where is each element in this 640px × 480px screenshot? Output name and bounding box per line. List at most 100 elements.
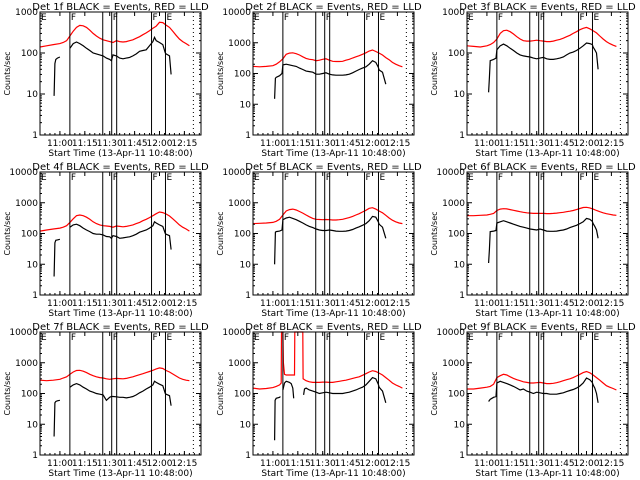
y-tick-label: 10 bbox=[240, 420, 252, 430]
y-tick-label: 10000 bbox=[222, 8, 251, 18]
y-tick-label: 1 bbox=[459, 451, 465, 461]
y-tick-label: 10 bbox=[454, 260, 466, 270]
y-tick-label: 100 bbox=[21, 49, 38, 59]
marker-e: E bbox=[468, 13, 474, 23]
series-lld bbox=[39, 367, 190, 382]
panel-title: Det 7f BLACK = Events, RED = LLD bbox=[32, 322, 209, 333]
x-tick-label: 11:15 bbox=[285, 139, 311, 149]
y-tick-label: 100 bbox=[448, 390, 465, 400]
panel-title: Det 1f BLACK = Events, RED = LLD bbox=[32, 2, 209, 13]
y-tick-label: 1 bbox=[32, 451, 38, 461]
y-tick-label: 10 bbox=[454, 420, 466, 430]
y-tick-label: 1000 bbox=[228, 359, 251, 369]
x-tick-label: 11:30 bbox=[97, 139, 123, 149]
x-tick-label: 11:30 bbox=[524, 299, 550, 309]
x-tick-label: 12:00 bbox=[360, 139, 386, 149]
y-tick-label: 1000 bbox=[15, 199, 38, 209]
x-tick-label: 11:15 bbox=[72, 459, 98, 469]
x-tick-label: 11:00 bbox=[47, 459, 73, 469]
x-tick-label: 12:15 bbox=[598, 459, 624, 469]
plot-frame bbox=[252, 171, 415, 296]
y-tick-label: 1000 bbox=[442, 8, 465, 18]
y-axis-label: Counts/sec bbox=[216, 371, 225, 415]
x-tick-label: 12:00 bbox=[360, 459, 386, 469]
y-tick-label: 10000 bbox=[222, 168, 251, 178]
x-tick-label: 11:45 bbox=[122, 459, 148, 469]
marker-f: F bbox=[326, 173, 331, 183]
x-tick-label: 11:45 bbox=[549, 299, 575, 309]
plot-frame bbox=[252, 11, 415, 136]
x-tick-label: 11:00 bbox=[474, 139, 500, 149]
marker-e: E bbox=[166, 173, 172, 183]
panel-title: Det 2f BLACK = Events, RED = LLD bbox=[245, 2, 422, 13]
x-axis-label: Start Time (13-Apr-11 10:48:00) bbox=[48, 309, 192, 319]
x-axis-label: Start Time (13-Apr-11 10:48:00) bbox=[261, 309, 405, 319]
x-tick-label: 11:15 bbox=[499, 299, 525, 309]
y-tick-label: 10000 bbox=[222, 328, 251, 338]
y-axis-label: Counts/sec bbox=[3, 51, 12, 95]
panel-title: Det 6f BLACK = Events, RED = LLD bbox=[459, 162, 636, 173]
x-tick-label: 11:30 bbox=[310, 299, 336, 309]
x-tick-label: 11:00 bbox=[47, 299, 73, 309]
marker-f: F bbox=[71, 333, 76, 343]
panel-title: Det 9f BLACK = Events, RED = LLD bbox=[459, 322, 636, 333]
marker-e: E bbox=[468, 333, 474, 343]
plot-frame bbox=[39, 331, 202, 456]
marker-f: F bbox=[71, 173, 76, 183]
plot-frame bbox=[39, 171, 202, 296]
x-axis-label: Start Time (13-Apr-11 10:48:00) bbox=[475, 469, 619, 479]
x-tick-label: 11:30 bbox=[524, 459, 550, 469]
series-lld bbox=[467, 370, 617, 391]
y-tick-label: 10 bbox=[27, 260, 39, 270]
marker-f: F bbox=[71, 13, 76, 23]
y-tick-label: 10 bbox=[240, 100, 252, 110]
y-axis-label: Counts/sec bbox=[430, 51, 439, 95]
y-tick-label: 10 bbox=[454, 90, 466, 100]
x-tick-label: 11:00 bbox=[260, 139, 286, 149]
x-axis-label: Start Time (13-Apr-11 10:48:00) bbox=[261, 469, 405, 479]
x-tick-label: 12:00 bbox=[574, 299, 600, 309]
x-tick-label: 12:00 bbox=[574, 139, 600, 149]
panel-title: Det 3f BLACK = Events, RED = LLD bbox=[459, 2, 636, 13]
marker-f: F bbox=[498, 13, 503, 23]
marker-f: F bbox=[580, 333, 585, 343]
plot-frame bbox=[466, 11, 629, 136]
series-events bbox=[274, 376, 387, 441]
x-tick-label: 12:00 bbox=[147, 139, 173, 149]
x-tick-label: 11:15 bbox=[285, 299, 311, 309]
y-tick-label: 10 bbox=[27, 420, 39, 430]
marker-f: F bbox=[113, 173, 118, 183]
x-tick-label: 11:00 bbox=[260, 459, 286, 469]
marker-f: F bbox=[366, 333, 371, 343]
x-tick-label: 12:15 bbox=[598, 139, 624, 149]
y-tick-label: 1 bbox=[32, 131, 38, 141]
series-events bbox=[274, 59, 387, 99]
marker-e: E bbox=[593, 333, 599, 343]
x-axis-label: Start Time (13-Apr-11 10:48:00) bbox=[261, 149, 405, 159]
y-tick-label: 1 bbox=[32, 291, 38, 301]
x-tick-label: 11:15 bbox=[72, 139, 98, 149]
y-tick-label: 100 bbox=[234, 390, 251, 400]
y-tick-label: 100 bbox=[21, 390, 38, 400]
marker-e: E bbox=[166, 333, 172, 343]
marker-e: E bbox=[254, 333, 260, 343]
marker-e: E bbox=[593, 173, 599, 183]
x-tick-label: 11:45 bbox=[122, 299, 148, 309]
x-tick-label: 12:15 bbox=[171, 139, 197, 149]
x-tick-label: 11:30 bbox=[97, 299, 123, 309]
y-axis-label: Counts/sec bbox=[216, 211, 225, 255]
marker-f: F bbox=[284, 333, 289, 343]
x-tick-label: 11:45 bbox=[335, 139, 361, 149]
x-tick-label: 11:15 bbox=[499, 139, 525, 149]
marker-e: E bbox=[41, 333, 47, 343]
x-tick-label: 12:00 bbox=[147, 299, 173, 309]
series-lld bbox=[39, 211, 190, 232]
marker-e: E bbox=[379, 13, 385, 23]
x-tick-label: 11:00 bbox=[474, 459, 500, 469]
x-tick-label: 11:30 bbox=[97, 459, 123, 469]
